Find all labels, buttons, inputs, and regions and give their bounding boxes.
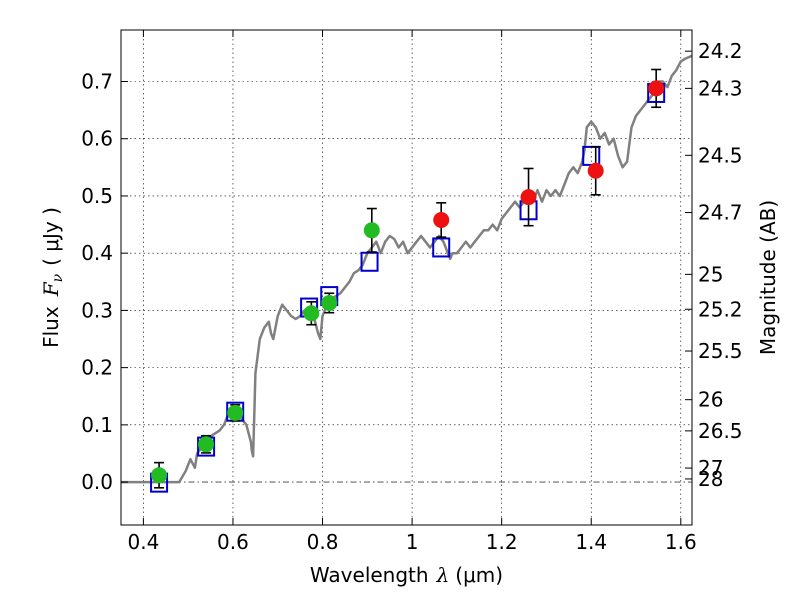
x-axis-label-prefix: Wavelength — [310, 563, 429, 587]
x-tick-label: 0.4 — [127, 530, 159, 554]
y-tick-label: 0.6 — [81, 127, 113, 151]
y-tick-label: 0.0 — [81, 470, 113, 494]
x-axis-label-unit: (μm) — [455, 563, 503, 587]
y2-tick-label: 24.7 — [698, 201, 743, 225]
y2-tick-label: 25.2 — [698, 297, 743, 321]
y2-tick-label: 26.5 — [698, 419, 743, 443]
x-axis-label: Wavelength λ (μm) — [310, 563, 503, 587]
y2-axis-label: Magnitude (AB) — [756, 200, 780, 355]
x-tick-label: 1.2 — [486, 530, 518, 554]
nir-photometry-point — [520, 189, 537, 206]
y2-tick-label: 24.5 — [698, 143, 743, 167]
optical-photometry-point — [151, 467, 168, 484]
optical-photometry-point — [363, 222, 380, 239]
x-axis-label-symbol: λ — [436, 563, 450, 587]
y-tick-label: 0.5 — [81, 184, 113, 208]
plot-frame — [120, 29, 693, 526]
model-bandpass-marker — [432, 237, 451, 258]
y2-tick-label: 26 — [698, 388, 723, 412]
grid — [121, 30, 692, 525]
nir-photometry-point — [648, 80, 665, 97]
x-tick-label: 1 — [406, 530, 419, 554]
optical-photometry-point — [303, 305, 320, 322]
nir-photometry-point — [433, 211, 450, 228]
y-tick-label: 0.4 — [81, 241, 113, 265]
optical-photometry-point — [321, 294, 338, 311]
y-axis-label-prefix: Flux — [39, 306, 63, 348]
y2-tick-label: 25.5 — [698, 339, 743, 363]
optical-photometry-point — [198, 436, 215, 453]
x-tick-label: 1.4 — [575, 530, 607, 554]
model-bandpass-markers — [150, 82, 666, 493]
y-axis-label-symbol: F — [39, 281, 63, 297]
y-axis-label-subscript: ν — [50, 273, 66, 282]
x-tick-label: 0.8 — [307, 530, 339, 554]
optical-photometry-point — [227, 404, 244, 421]
nir-photometry-point — [587, 162, 604, 179]
y2-tick-label: 28 — [698, 467, 723, 491]
y-axis-label-unit: ( μJy ) — [39, 207, 63, 266]
photometry-points — [151, 80, 665, 484]
y-tick-label: 0.2 — [81, 356, 113, 380]
y2-tick-label: 25 — [698, 262, 723, 286]
y2-tick-label: 27 — [698, 456, 723, 480]
y-tick-label: 0.7 — [81, 70, 113, 94]
error-bars — [154, 68, 662, 489]
x-tick-label: 1.6 — [665, 530, 697, 554]
y-tick-label: 0.1 — [81, 413, 113, 437]
y2-tick-label: 24.2 — [698, 39, 743, 63]
y-tick-label: 0.3 — [81, 298, 113, 322]
y2-tick-label: 24.3 — [698, 76, 743, 100]
x-tick-label: 0.6 — [217, 530, 249, 554]
axis-ticks: 0.4 0.6 0.8 1 1.2 1.4 1.6 0.0 0.1 0.2 0.3 0.4 0.5 0.6… — [81, 30, 743, 554]
model-spectrum-line — [121, 54, 693, 484]
model-spectrum — [121, 54, 693, 484]
y-axis-label: Flux Fν ( μJy ) — [39, 207, 66, 348]
